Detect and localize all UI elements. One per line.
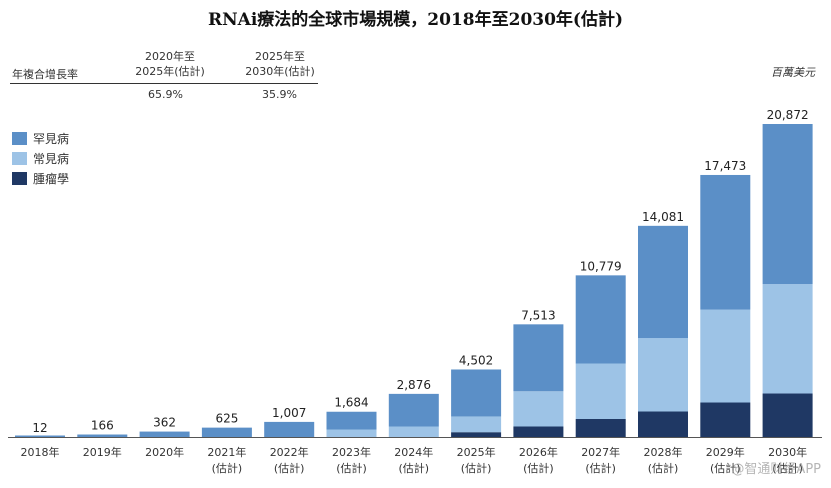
bar-segment-rare-8 (513, 324, 564, 392)
cagr-value-2: 35.9% (262, 88, 297, 101)
bar-segment-rare-9 (575, 275, 626, 364)
bar-segment-common-8 (513, 391, 564, 427)
x-tick-sublabel-7: (估計) (461, 461, 492, 475)
bar-total-label-3: 625 (215, 412, 238, 426)
bar-segment-rare-12 (762, 124, 813, 285)
bar-segment-oncology-11 (700, 402, 751, 437)
x-tick-sublabel-12: (估計) (772, 461, 803, 475)
bar-segment-rare-1 (77, 434, 128, 437)
bar-segment-oncology-10 (638, 411, 688, 437)
legend-item-rare: 罕見病 (12, 128, 69, 148)
bar-segment-rare-10 (638, 225, 688, 339)
x-tick-sublabel-5: (估計) (336, 461, 367, 475)
bar-total-label-0: 12 (32, 421, 47, 435)
bar-segment-common-12 (762, 284, 813, 394)
bar-segment-rare-11 (700, 174, 751, 310)
x-tick-label-8: 2026年 (519, 445, 558, 459)
legend-label-oncology: 腫瘤學 (33, 171, 70, 186)
bar-segment-rare-6 (388, 393, 439, 427)
bar-total-label-9: 10,779 (580, 259, 622, 273)
cagr-divider (10, 83, 318, 84)
bar-segment-rare-0 (15, 435, 65, 437)
cagr-period-1-line2: 2025年(估計) (135, 65, 205, 78)
bar-total-label-10: 14,081 (642, 210, 684, 224)
x-tick-sublabel-11: (估計) (710, 461, 741, 475)
cagr-value-1: 65.9% (148, 88, 183, 101)
x-tick-label-5: 2023年 (332, 445, 371, 459)
x-tick-label-3: 2021年 (207, 445, 246, 459)
bar-total-label-5: 1,684 (334, 396, 368, 410)
x-tick-sublabel-3: (估計) (212, 461, 243, 475)
bar-segment-rare-3 (201, 427, 252, 437)
bar-segment-oncology-7 (451, 432, 502, 437)
bar-segment-rare-4 (264, 421, 315, 437)
x-tick-label-0: 2018年 (21, 445, 60, 459)
chart-title: RNAi療法的全球市場規模，2018年至2030年(估計) (207, 10, 624, 30)
x-tick-label-2: 2020年 (145, 445, 184, 459)
x-tick-sublabel-9: (估計) (585, 461, 616, 475)
bar-total-label-8: 7,513 (521, 308, 555, 322)
bar-segment-common-9 (575, 363, 626, 420)
cagr-period-1-line1: 2020年至 (145, 50, 195, 63)
bar-total-label-6: 2,876 (397, 378, 431, 392)
x-tick-label-1: 2019年 (83, 445, 122, 459)
legend-label-common: 常見病 (33, 151, 70, 166)
bar-total-label-1: 166 (91, 419, 114, 433)
x-tick-label-4: 2022年 (270, 445, 309, 459)
bar-segment-rare-2 (139, 431, 190, 437)
bar-segment-oncology-12 (762, 393, 813, 437)
legend-item-oncology: 腫瘤學 (12, 168, 69, 188)
x-tick-label-10: 2028年 (644, 445, 683, 459)
x-tick-sublabel-6: (估計) (399, 461, 430, 475)
bar-segment-common-7 (451, 416, 502, 433)
bar-total-label-4: 1,007 (272, 406, 306, 420)
x-tick-label-11: 2029年 (706, 445, 745, 459)
legend-swatch-common (12, 151, 27, 165)
bar-segment-rare-7 (451, 369, 502, 417)
bar-total-label-7: 4,502 (459, 353, 493, 367)
x-tick-sublabel-4: (估計) (274, 461, 305, 475)
x-tick-sublabel-10: (估計) (648, 461, 679, 475)
cagr-period-2: 2025年至 2030年(估計) (225, 49, 335, 79)
x-tick-sublabel-8: (估計) (523, 461, 554, 475)
bar-segment-common-5 (326, 429, 377, 437)
bar-segment-rare-5 (326, 411, 377, 430)
bar-total-label-12: 20,872 (767, 108, 809, 122)
x-tick-label-9: 2027年 (581, 445, 620, 459)
cagr-period-2-line2: 2030年(估計) (245, 65, 315, 78)
bar-segment-common-6 (388, 426, 439, 437)
bar-total-label-2: 362 (153, 416, 176, 430)
cagr-period-1: 2020年至 2025年(估計) (115, 49, 225, 79)
legend-item-common: 常見病 (12, 148, 69, 168)
legend-swatch-rare (12, 131, 27, 145)
bar-segment-oncology-8 (513, 426, 564, 437)
x-tick-label-6: 2024年 (394, 445, 433, 459)
legend-swatch-oncology (12, 171, 27, 185)
cagr-label: 年複合增長率 (12, 68, 78, 81)
bar-segment-common-10 (638, 338, 688, 412)
bar-total-label-11: 17,473 (704, 159, 746, 173)
bar-segment-oncology-9 (575, 419, 626, 437)
cagr-period-2-line1: 2025年至 (255, 50, 305, 63)
watermark-text: @智通财经APP (731, 462, 821, 477)
legend: 罕見病 常見病 腫瘤學 (12, 128, 69, 188)
legend-label-rare: 罕見病 (33, 131, 70, 146)
bar-segment-common-11 (700, 309, 751, 403)
unit-label: 百萬美元 (771, 66, 815, 79)
x-tick-label-7: 2025年 (457, 445, 496, 459)
x-tick-label-12: 2030年 (768, 445, 807, 459)
